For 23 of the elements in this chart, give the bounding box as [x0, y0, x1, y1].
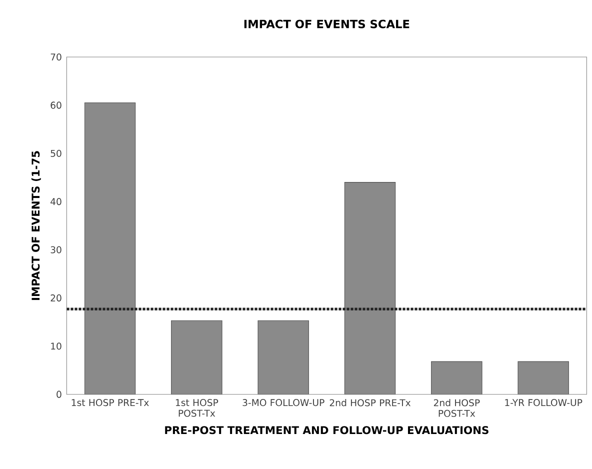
- y-tick-label: 10: [51, 342, 62, 350]
- x-tick-label: 3-MO FOLLOW-UP: [242, 399, 324, 406]
- y-tick-label: 40: [50, 198, 62, 206]
- bar: [518, 361, 569, 394]
- x-tick-label: 1-YR FOLLOW-UP: [505, 399, 582, 406]
- x-tick-label: 1st HOSP POST-Tx: [176, 399, 218, 417]
- chart-title: IMPACT OF EVENTS SCALE: [244, 20, 410, 28]
- y-tick-label: 0: [56, 390, 62, 398]
- y-tick-label: 20: [50, 294, 62, 302]
- y-tick-label: 50: [50, 150, 62, 157]
- x-tick-label: 2nd HOSP PRE-Tx: [330, 399, 411, 406]
- y-tick-label: 30: [50, 246, 62, 254]
- x-axis-title: PRE-POST TREATMENT AND FOLLOW-UP EVALUATIONS: [165, 426, 488, 434]
- bar: [344, 182, 396, 394]
- bar: [431, 361, 482, 394]
- y-tick-label: 70: [50, 53, 62, 61]
- bar: [258, 320, 309, 394]
- y-axis-title: IMPACT OF EVENTS (1-75: [31, 151, 41, 300]
- x-tick-label: 1st HOSP PRE-Tx: [72, 399, 149, 406]
- bar: [84, 102, 136, 394]
- y-tick-label: 60: [50, 102, 62, 109]
- bar: [171, 320, 222, 394]
- x-tick-label: 2nd HOSP POST-Tx: [434, 399, 480, 417]
